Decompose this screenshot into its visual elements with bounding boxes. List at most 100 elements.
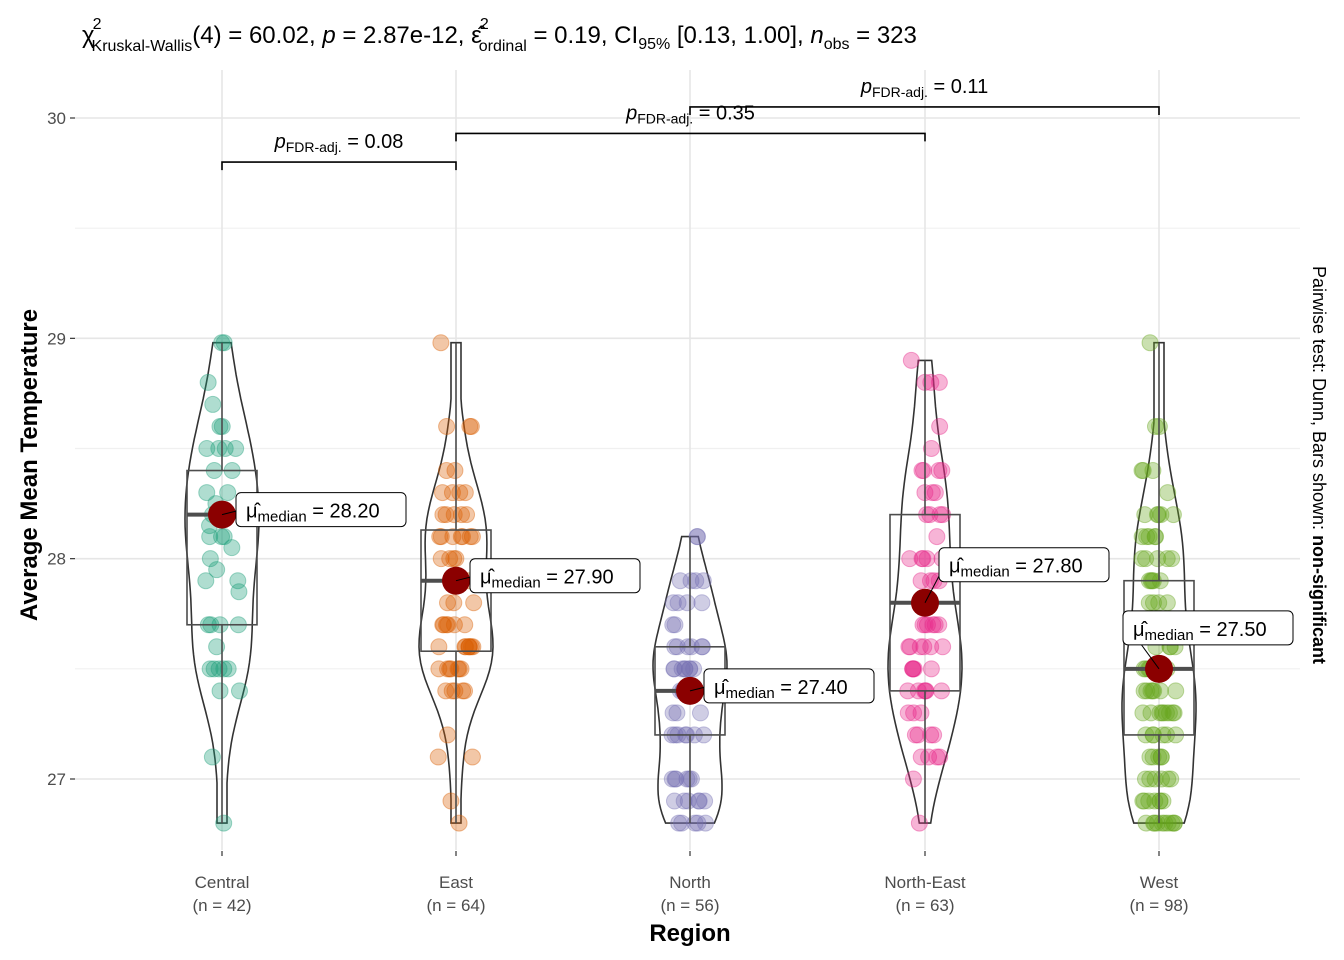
data-point xyxy=(1138,528,1156,546)
data-point xyxy=(678,594,696,612)
data-point xyxy=(463,528,481,546)
data-point xyxy=(437,462,455,480)
data-point xyxy=(445,616,463,634)
data-point xyxy=(1133,462,1151,480)
x-tick-label: North xyxy=(669,873,711,892)
data-point xyxy=(1163,550,1181,568)
title-part: (4) = 60.02, xyxy=(192,22,322,49)
median-label-box xyxy=(1122,610,1294,646)
median-subscript: median xyxy=(492,575,541,592)
data-point xyxy=(913,550,931,568)
median-value: = 28.20 xyxy=(307,501,380,523)
data-point xyxy=(1154,704,1172,722)
data-point xyxy=(465,594,483,612)
data-point xyxy=(456,484,474,502)
data-point xyxy=(434,484,452,502)
data-point xyxy=(432,334,450,352)
x-axis: Central (n = 42) East (n = 64) North (n = 56)… xyxy=(192,851,1189,915)
data-point xyxy=(458,506,476,524)
median-value: = 27.40 xyxy=(775,677,848,699)
data-point xyxy=(437,682,455,700)
title-part: [0.13, 1.00], xyxy=(670,22,810,49)
boxplots xyxy=(186,342,1195,824)
data-point xyxy=(432,528,450,546)
data-point xyxy=(215,814,233,832)
data-point xyxy=(915,462,933,480)
data-point xyxy=(219,484,237,502)
data-point xyxy=(1151,682,1169,700)
data-point xyxy=(439,594,457,612)
data-point xyxy=(1138,682,1156,700)
pairwise-bracket xyxy=(455,132,926,142)
data-point xyxy=(1142,682,1160,700)
data-point xyxy=(445,550,463,568)
data-point xyxy=(682,770,700,788)
data-point xyxy=(671,572,689,590)
data-point xyxy=(904,770,922,788)
data-point xyxy=(211,682,229,700)
data-point xyxy=(913,462,931,480)
data-point xyxy=(688,528,706,546)
data-point xyxy=(900,638,918,656)
title-part: n xyxy=(810,22,823,49)
median-label-box xyxy=(235,492,407,528)
data-point xyxy=(928,528,946,546)
data-point xyxy=(227,440,245,457)
data-point xyxy=(914,616,932,634)
data-point xyxy=(447,550,465,568)
caption-text: Pairwise test: Dunn, Bars shown: xyxy=(1309,266,1329,535)
title-part: = 2.87e-12, xyxy=(336,22,471,49)
data-point xyxy=(687,572,705,590)
data-point xyxy=(462,417,480,435)
y-axis-label: Average Mean Temperature xyxy=(16,309,43,621)
data-point xyxy=(1165,704,1183,722)
data-point xyxy=(664,616,682,634)
data-point xyxy=(1135,792,1153,810)
data-point xyxy=(686,814,704,832)
x-tick-label: East xyxy=(439,873,473,892)
data-point xyxy=(452,528,470,546)
data-point xyxy=(1144,462,1162,480)
data-point xyxy=(682,572,700,590)
p-subscript: FDR-adj. xyxy=(872,84,928,100)
pairwise-label: pFDR-adj. = 0.08 xyxy=(274,131,404,155)
box-central xyxy=(186,469,258,626)
data-point xyxy=(914,550,932,568)
data-point xyxy=(201,550,219,568)
data-point xyxy=(1153,704,1171,722)
points xyxy=(197,334,1185,832)
data-point xyxy=(926,616,944,634)
data-point xyxy=(925,726,943,744)
data-point xyxy=(442,660,460,678)
data-point xyxy=(438,417,456,435)
data-point xyxy=(213,528,231,546)
data-point xyxy=(668,704,686,722)
data-point xyxy=(460,638,478,656)
x-axis-label: Region xyxy=(649,920,730,947)
data-point xyxy=(1151,792,1169,810)
data-point xyxy=(673,660,691,678)
title-part: obs xyxy=(824,36,850,53)
data-point xyxy=(931,417,949,435)
data-point xyxy=(901,550,919,568)
title-part: = 0.19, CI xyxy=(527,22,638,49)
data-point xyxy=(906,726,924,744)
data-point xyxy=(694,572,712,590)
data-point xyxy=(912,748,930,766)
data-point xyxy=(210,440,228,457)
data-point xyxy=(905,704,923,722)
median-markers: μ̂median = 28.20 μ̂median = 27.90 μ̂median… xyxy=(208,492,1294,705)
data-point xyxy=(909,726,927,744)
x-tick-count-label: (n = 56) xyxy=(660,896,719,915)
data-point xyxy=(685,660,703,678)
data-point xyxy=(215,528,233,546)
data-point xyxy=(215,660,233,678)
data-point xyxy=(922,726,940,744)
data-point xyxy=(675,792,693,810)
data-point xyxy=(450,660,468,678)
data-point xyxy=(1135,682,1153,700)
data-point xyxy=(1141,334,1159,352)
data-point xyxy=(446,682,464,700)
median-subscript: median xyxy=(961,564,1010,581)
